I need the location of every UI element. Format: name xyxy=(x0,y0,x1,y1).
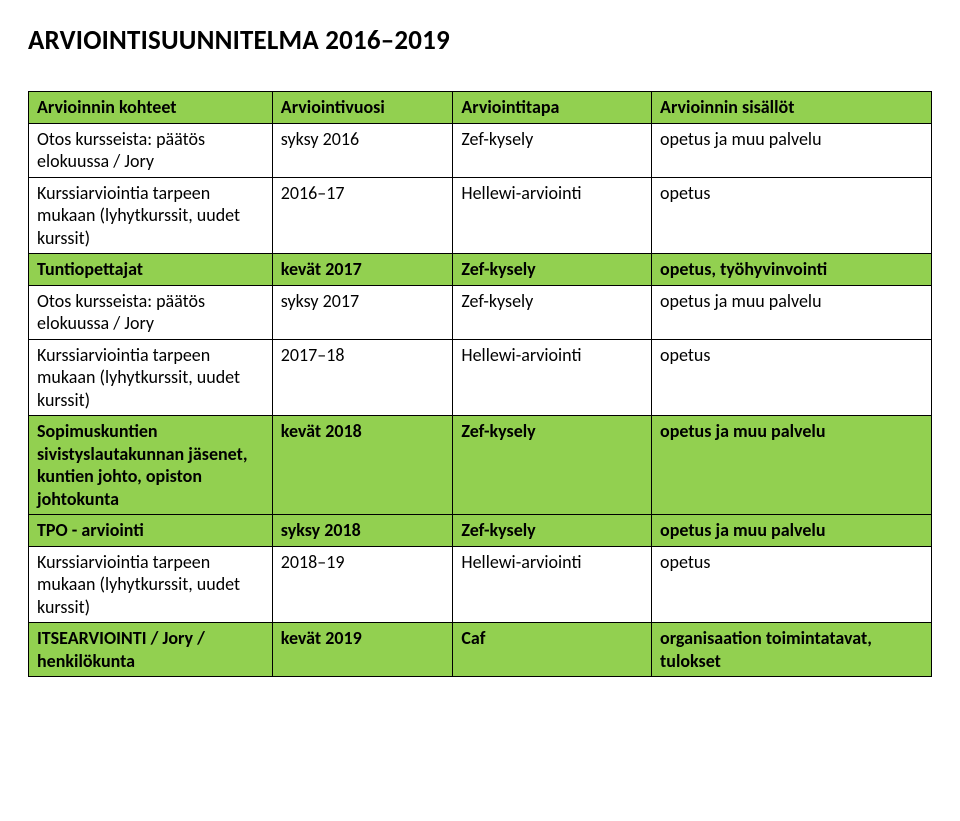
table-cell: Caf xyxy=(453,623,652,677)
table-cell: Otos kursseista: päätös elokuussa / Jory xyxy=(29,123,273,177)
table-cell: organisaation toimintatavat, tulokset xyxy=(652,623,932,677)
table-cell: kevät 2019 xyxy=(272,623,453,677)
table-row: Kurssiarviointia tarpeen mukaan (lyhytku… xyxy=(29,177,932,254)
table-cell: Zef-kysely xyxy=(453,515,652,547)
table-row: Otos kursseista: päätös elokuussa / Jory… xyxy=(29,123,932,177)
table-cell: kevät 2017 xyxy=(272,254,453,286)
table-row: Kurssiarviointia tarpeen mukaan (lyhytku… xyxy=(29,546,932,623)
table-cell: Kurssiarviointia tarpeen mukaan (lyhytku… xyxy=(29,177,273,254)
table-row: Kurssiarviointia tarpeen mukaan (lyhytku… xyxy=(29,339,932,416)
table-cell: Arvioinnin sisällöt xyxy=(652,92,932,124)
table-cell: Otos kursseista: päätös elokuussa / Jory xyxy=(29,285,273,339)
table-cell: opetus ja muu palvelu xyxy=(652,285,932,339)
table-cell: opetus xyxy=(652,177,932,254)
table-cell: Arviointivuosi xyxy=(272,92,453,124)
table-cell: opetus ja muu palvelu xyxy=(652,416,932,515)
table-cell: ITSEARVIOINTI / Jory / henkilökunta xyxy=(29,623,273,677)
table-row: Arvioinnin kohteetArviointivuosiArvioint… xyxy=(29,92,932,124)
table-cell: Arvioinnin kohteet xyxy=(29,92,273,124)
table-cell: opetus xyxy=(652,339,932,416)
table-cell: Zef-kysely xyxy=(453,416,652,515)
page: ARVIOINTISUUNNITELMA 2016–2019 Arvioinni… xyxy=(0,0,960,701)
table-cell: Arviointitapa xyxy=(453,92,652,124)
table-row: TPO - arviointisyksy 2018Zef-kyselyopetu… xyxy=(29,515,932,547)
table-cell: 2017–18 xyxy=(272,339,453,416)
plan-table: Arvioinnin kohteetArviointivuosiArvioint… xyxy=(28,91,932,677)
table-row: ITSEARVIOINTI / Jory / henkilökuntakevät… xyxy=(29,623,932,677)
table-cell: opetus, työhyvinvointi xyxy=(652,254,932,286)
table-cell: Tuntiopettajat xyxy=(29,254,273,286)
table-row: Otos kursseista: päätös elokuussa / Jory… xyxy=(29,285,932,339)
table-cell: syksy 2016 xyxy=(272,123,453,177)
table-cell: opetus ja muu palvelu xyxy=(652,515,932,547)
table-cell: Zef-kysely xyxy=(453,123,652,177)
table-cell: Hellewi-arviointi xyxy=(453,177,652,254)
table-row: Tuntiopettajatkevät 2017Zef-kyselyopetus… xyxy=(29,254,932,286)
table-cell: Sopimuskuntien sivistyslautakunnan jäsen… xyxy=(29,416,273,515)
table-cell: opetus ja muu palvelu xyxy=(652,123,932,177)
table-row: Sopimuskuntien sivistyslautakunnan jäsen… xyxy=(29,416,932,515)
page-title: ARVIOINTISUUNNITELMA 2016–2019 xyxy=(28,24,932,57)
table-cell: kevät 2018 xyxy=(272,416,453,515)
table-cell: 2016–17 xyxy=(272,177,453,254)
table-cell: Zef-kysely xyxy=(453,254,652,286)
table-cell: Zef-kysely xyxy=(453,285,652,339)
table-cell: Hellewi-arviointi xyxy=(453,339,652,416)
table-cell: Kurssiarviointia tarpeen mukaan (lyhytku… xyxy=(29,339,273,416)
table-cell: syksy 2018 xyxy=(272,515,453,547)
table-cell: syksy 2017 xyxy=(272,285,453,339)
table-cell: opetus xyxy=(652,546,932,623)
table-cell: Kurssiarviointia tarpeen mukaan (lyhytku… xyxy=(29,546,273,623)
table-body: Arvioinnin kohteetArviointivuosiArvioint… xyxy=(29,92,932,677)
table-cell: Hellewi-arviointi xyxy=(453,546,652,623)
table-cell: 2018–19 xyxy=(272,546,453,623)
table-cell: TPO - arviointi xyxy=(29,515,273,547)
